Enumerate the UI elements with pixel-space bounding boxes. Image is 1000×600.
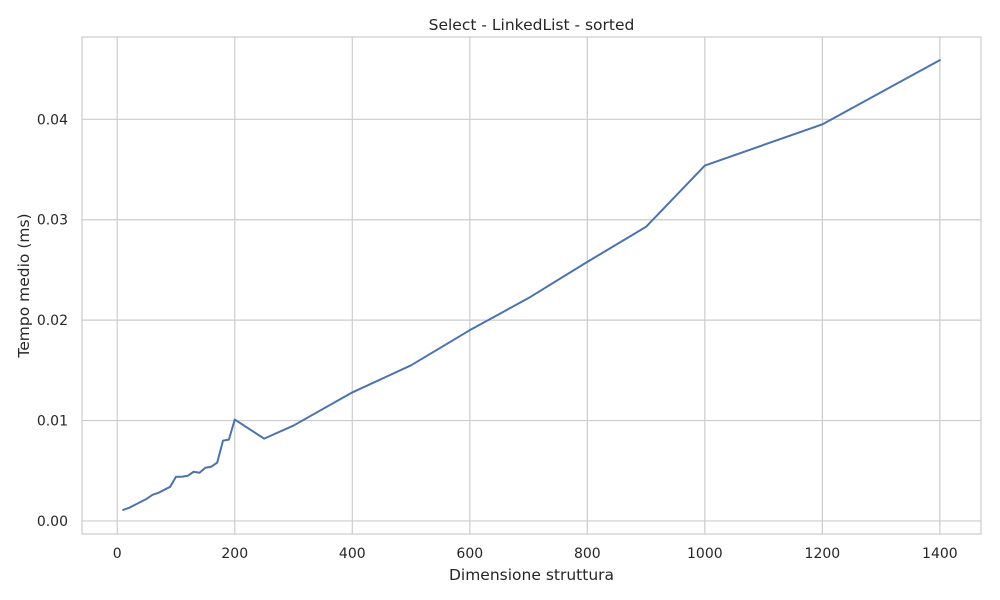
x-tick-label: 400 (339, 546, 366, 562)
y-axis-label: Tempo medio (ms) (15, 213, 33, 358)
x-tick-label: 200 (221, 546, 248, 562)
y-tick-label: 0.01 (37, 414, 68, 430)
y-tick-label: 0.03 (37, 213, 68, 229)
y-tick-label: 0.00 (37, 514, 68, 530)
x-tick-label: 600 (456, 546, 483, 562)
x-axis-label: Dimensione struttura (449, 566, 614, 584)
x-tick-label: 800 (574, 546, 601, 562)
chart-title: Select - LinkedList - sorted (429, 16, 635, 34)
series-line (122, 59, 941, 511)
x-tick-label: 0 (113, 546, 122, 562)
plot-frame (81, 36, 982, 535)
series-group (122, 59, 941, 511)
y-tick-label: 0.04 (37, 112, 68, 128)
x-tick-label: 1200 (805, 546, 841, 562)
y-tick-label: 0.02 (37, 313, 68, 329)
y-axis-ticks: 0.00 0.01 0.02 0.03 0.04 (37, 112, 68, 530)
x-tick-label: 1000 (687, 546, 723, 562)
x-tick-label: 1400 (922, 546, 958, 562)
x-axis-ticks: 0 200 400 600 800 1000 1200 1400 (113, 546, 958, 562)
